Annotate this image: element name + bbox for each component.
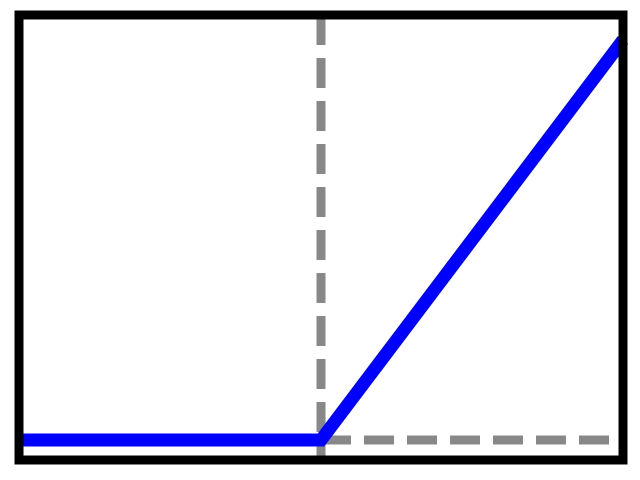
- plot-layer: [19, 15, 629, 460]
- series-line: [19, 36, 629, 447]
- plot-frame: [14, 10, 628, 465]
